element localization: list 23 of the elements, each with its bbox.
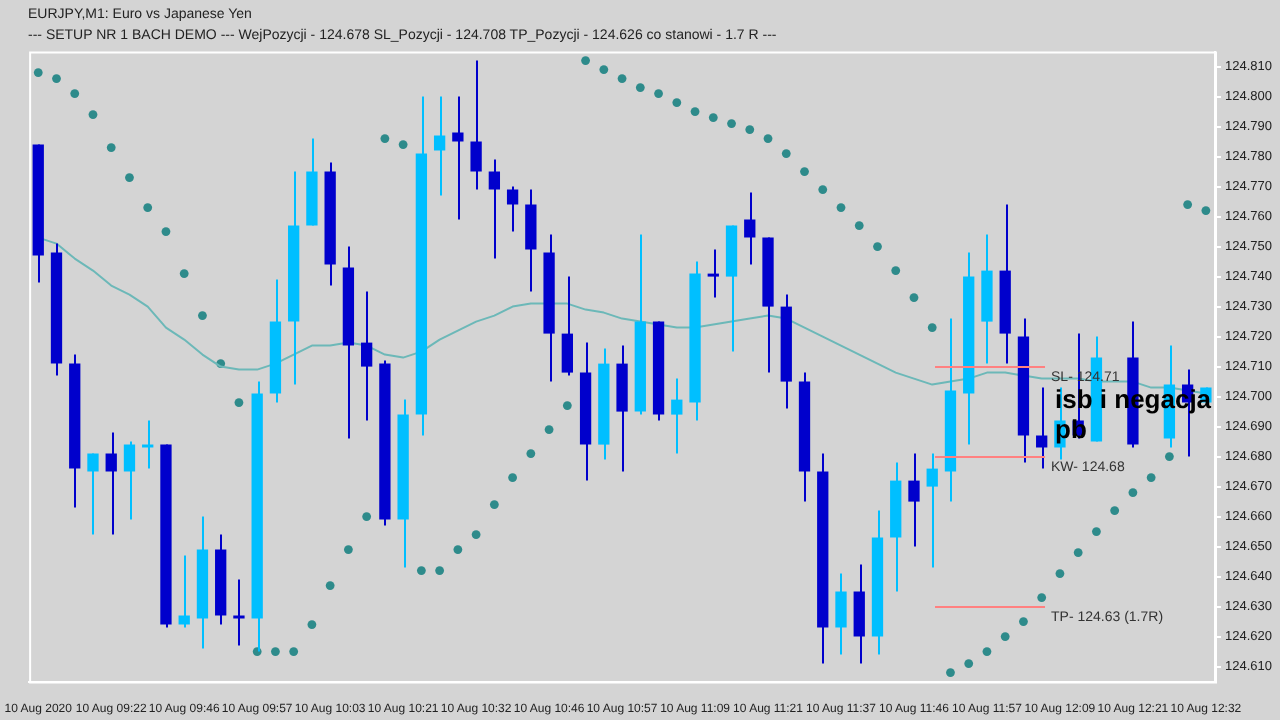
candlestick xyxy=(452,95,464,221)
candlestick xyxy=(671,377,683,455)
candlestick xyxy=(707,248,719,299)
candlestick xyxy=(525,188,537,293)
candlestick xyxy=(488,158,501,260)
candlestick xyxy=(744,191,756,266)
candlestick xyxy=(908,452,920,548)
candlestick xyxy=(87,452,99,536)
candlestick xyxy=(835,572,847,656)
candlestick xyxy=(433,95,446,197)
candlestick xyxy=(360,290,373,422)
candlestick xyxy=(1036,386,1048,470)
candlestick xyxy=(616,344,628,473)
candlestick xyxy=(853,563,865,665)
candlestick xyxy=(178,554,190,629)
candlestick xyxy=(233,578,245,647)
candlestick xyxy=(506,185,519,233)
candlestick xyxy=(105,431,117,536)
candlestick xyxy=(123,440,136,521)
candlestick xyxy=(470,59,482,191)
candlestick xyxy=(142,419,154,470)
candlestick xyxy=(561,275,573,377)
candlestick xyxy=(926,452,938,569)
